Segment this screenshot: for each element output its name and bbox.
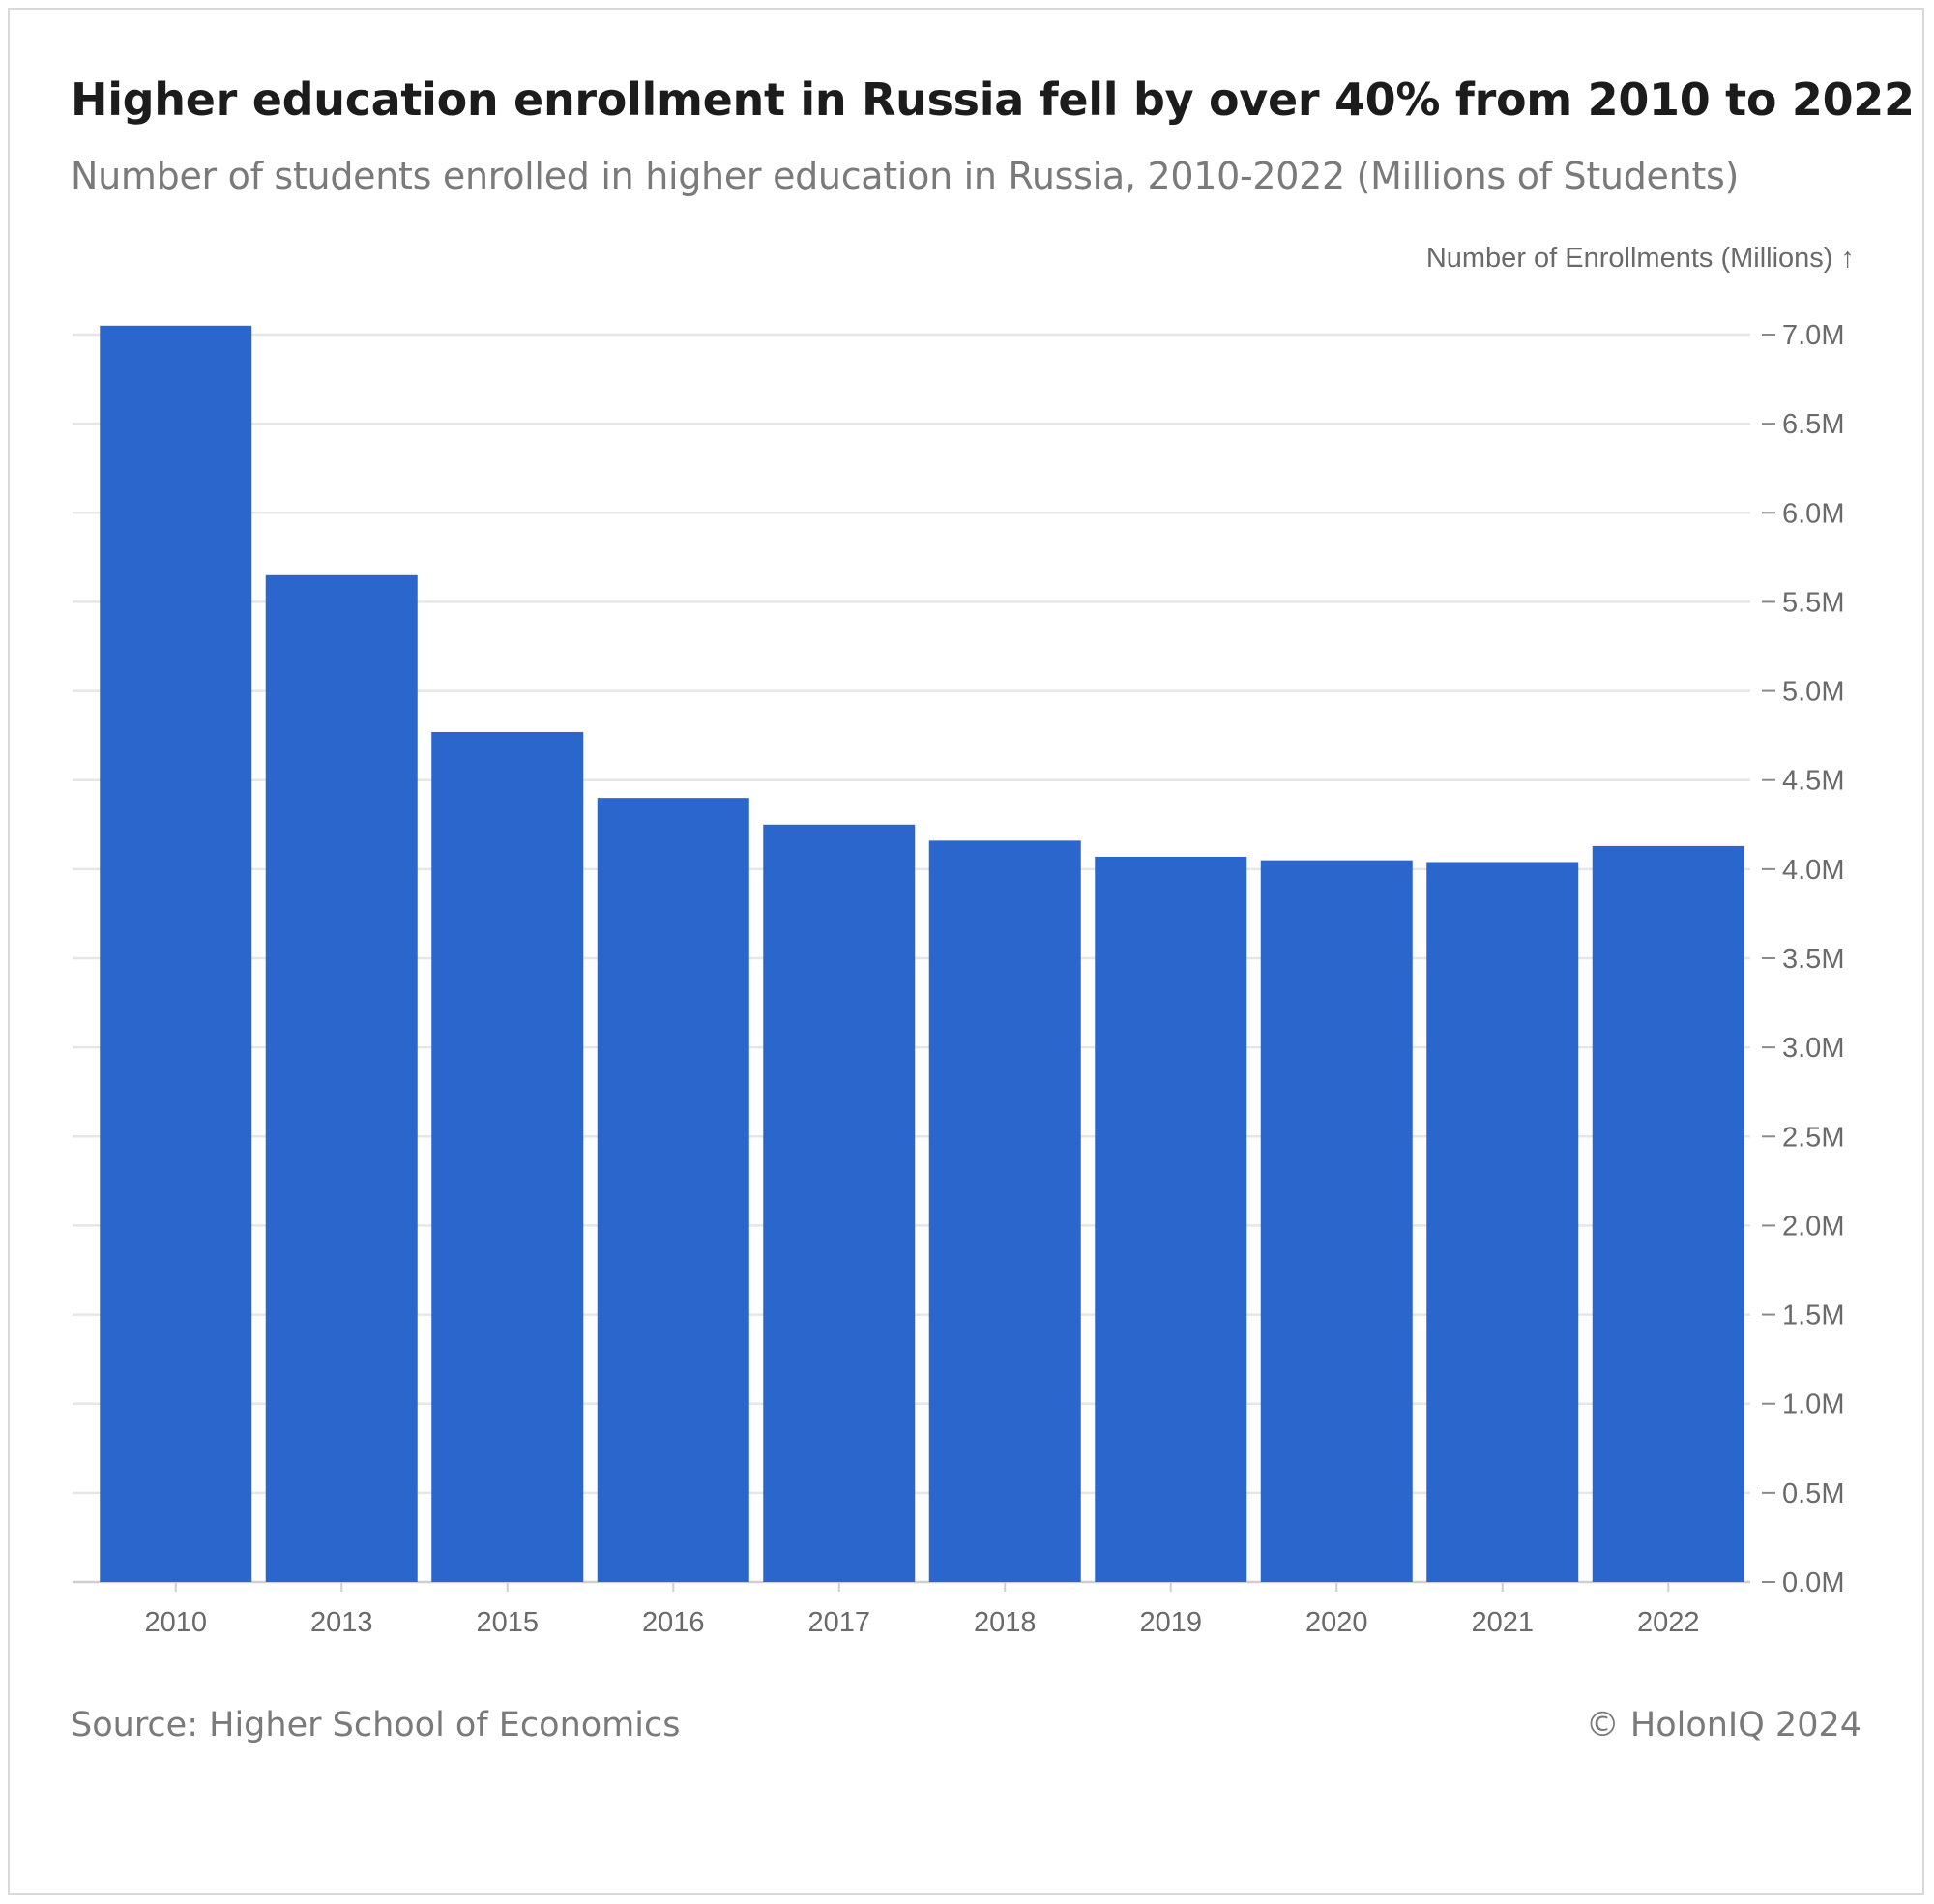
x-tick-label: 2019 xyxy=(1139,1607,1202,1638)
bar-2018[interactable] xyxy=(928,840,1081,1582)
bar-2013[interactable] xyxy=(265,574,418,1583)
x-tick-label: 2016 xyxy=(642,1607,705,1638)
y-axis-label: Number of Enrollments (Millions) ↑ xyxy=(1426,243,1855,274)
x-tick-label: 2015 xyxy=(476,1607,539,1638)
x-axis: 2010 2013 2015 2016 2017 2018 2019 2020 2021 2022 xyxy=(144,1582,1700,1638)
y-tick-label: 7.0M xyxy=(1782,320,1844,351)
y-tick-label: 3.0M xyxy=(1782,1033,1844,1064)
y-tick-label: 4.0M xyxy=(1782,855,1844,886)
bar-2016[interactable] xyxy=(597,798,749,1582)
bar-2022[interactable] xyxy=(1592,845,1744,1582)
chart-subtitle: Number of students enrolled in higher ed… xyxy=(71,155,1740,197)
y-tick-label: 6.5M xyxy=(1782,409,1844,440)
chart-title: Higher education enrollment in Russia fe… xyxy=(71,73,1915,126)
source-note: Source: Higher School of Economics xyxy=(71,1706,681,1744)
bar-2017[interactable] xyxy=(763,824,916,1582)
x-tick-label: 2021 xyxy=(1471,1607,1534,1638)
y-tick-label: 3.5M xyxy=(1782,944,1844,975)
x-tick-label: 2022 xyxy=(1637,1607,1700,1638)
x-tick-label: 2020 xyxy=(1305,1607,1368,1638)
x-tick-label: 2010 xyxy=(144,1607,207,1638)
bar-2010[interactable] xyxy=(100,325,252,1583)
x-tick-label: 2017 xyxy=(807,1607,870,1638)
bar-2015[interactable] xyxy=(431,731,584,1582)
x-tick-label: 2013 xyxy=(310,1607,373,1638)
y-tick-label: 1.5M xyxy=(1782,1301,1844,1332)
y-tick-label: 6.0M xyxy=(1782,498,1844,529)
y-axis: 0.0M 0.5M 1.0M 1.5M 2.0M 2.5M 3.0M 3.5M 4.0M 4.5M… xyxy=(1762,320,1844,1598)
y-tick-label: 2.5M xyxy=(1782,1122,1844,1153)
y-tick-label: 4.5M xyxy=(1782,766,1844,797)
bar-2020[interactable] xyxy=(1260,860,1413,1582)
bar-2021[interactable] xyxy=(1426,862,1579,1582)
y-tick-label: 5.5M xyxy=(1782,587,1844,618)
bars xyxy=(100,325,1744,1583)
x-tick-label: 2018 xyxy=(974,1607,1037,1638)
y-tick-label: 1.0M xyxy=(1782,1390,1844,1421)
bar-2019[interactable] xyxy=(1095,856,1247,1582)
y-tick-label: 5.0M xyxy=(1782,677,1844,708)
y-tick-label: 0.0M xyxy=(1782,1567,1844,1598)
y-tick-label: 0.5M xyxy=(1782,1479,1844,1509)
copyright-note: © HolonIQ 2024 xyxy=(1585,1706,1861,1744)
y-tick-label: 2.0M xyxy=(1782,1211,1844,1242)
